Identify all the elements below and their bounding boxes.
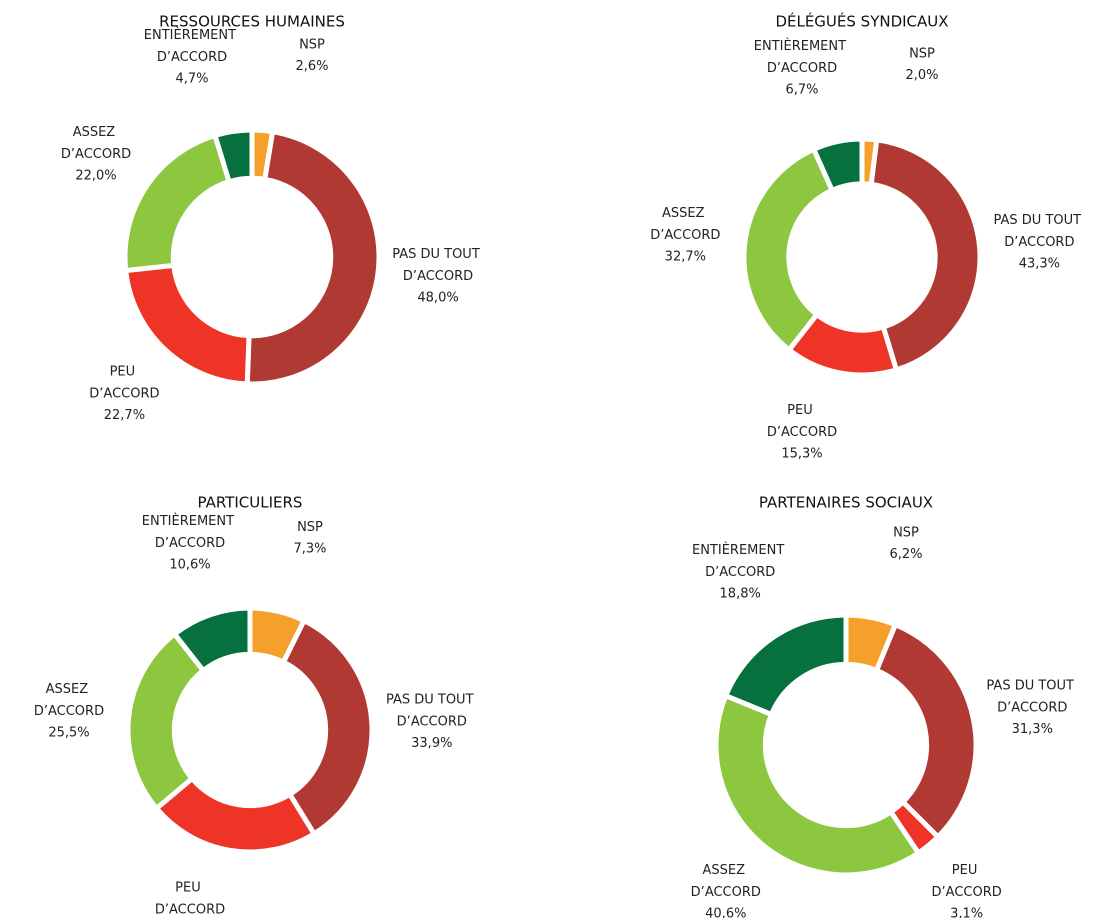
label-line: PAS DU TOUT — [986, 678, 1078, 693]
donut-slice — [125, 630, 207, 812]
label-line: D’ACCORD — [155, 902, 225, 917]
label-line: ENTIÈREMENT — [692, 542, 788, 558]
label-line: NSP — [893, 525, 919, 540]
label-line: D’ACCORD — [932, 884, 1002, 899]
slice-label: PEU D’ACCORD — [932, 862, 1002, 899]
chart-title: DÉLÉGUÉS SYNDICAUX — [775, 12, 948, 31]
slice-label: PAS DU TOUT D’ACCORD — [986, 678, 1078, 715]
label-line: ASSEZ — [73, 124, 120, 139]
slice-label: ASSEZ D’ACCORD — [34, 682, 104, 719]
value-label: 32,7% — [665, 250, 706, 265]
value-label: 48,0% — [417, 290, 458, 305]
label-line: PAS DU TOUT — [994, 212, 1086, 227]
slice-label: PAS DU TOUT D’ACCORD — [392, 246, 484, 283]
label-line: ENTIÈREMENT — [142, 512, 238, 528]
donut-slice — [244, 128, 382, 387]
value-label: 18,8% — [720, 587, 761, 602]
value-label: 10,6% — [169, 557, 210, 572]
value-label: 22,7% — [104, 408, 145, 423]
label-line: D’ACCORD — [705, 565, 775, 580]
donut-slice — [280, 617, 375, 838]
label-line: D’ACCORD — [1004, 234, 1074, 249]
slice-label: ASSEZ D’ACCORD — [650, 206, 720, 243]
donut-slice — [122, 262, 252, 387]
slice-label: ENTIÈREMENT D’ACCORD — [142, 512, 238, 550]
value-label: 25,5% — [48, 726, 89, 741]
value-label: 22,0% — [75, 168, 116, 183]
value-label: 40,6% — [705, 907, 746, 918]
label-line: ENTIÈREMENT — [754, 37, 850, 53]
slice-label: NSP — [893, 525, 919, 540]
value-label: 6,2% — [889, 547, 922, 562]
slice-label: NSP — [297, 519, 323, 534]
label-line: PEU — [175, 880, 205, 895]
chart-title: PARTICULIERS — [198, 494, 303, 512]
donut-slice — [868, 137, 983, 374]
label-line: D’ACCORD — [403, 268, 473, 283]
slice-label: PEU D’ACCORD — [767, 402, 837, 439]
value-label: 4,7% — [175, 72, 208, 87]
label-line: D’ACCORD — [61, 146, 131, 161]
label-line: ASSEZ — [702, 863, 749, 878]
label-line: PAS DU TOUT — [386, 692, 478, 707]
donut-slice — [873, 621, 979, 841]
slice-label: NSP — [299, 37, 325, 52]
donut-slice — [122, 132, 233, 274]
label-line: NSP — [909, 46, 935, 61]
slice-label: ENTIÈREMENT D’ACCORD — [144, 27, 240, 65]
donut-slice — [171, 605, 253, 675]
donut-slice — [741, 145, 836, 354]
label-line: D’ACCORD — [767, 60, 837, 75]
donut-slice — [810, 136, 865, 194]
label-line: ASSEZ — [46, 682, 93, 697]
label-line: D’ACCORD — [997, 700, 1067, 715]
donut-slice — [713, 692, 922, 878]
label-line: PEU — [110, 364, 140, 379]
label-line: D’ACCORD — [650, 228, 720, 243]
value-label: 33,9% — [411, 736, 452, 751]
label-line: D’ACCORD — [767, 424, 837, 439]
slice-label: ASSEZ D’ACCORD — [691, 863, 761, 900]
label-line: ASSEZ — [662, 206, 709, 221]
label-line: D’ACCORD — [691, 885, 761, 900]
slice-label: PAS DU TOUT D’ACCORD — [994, 212, 1086, 249]
chart-title: RESSOURCES HUMAINES — [159, 13, 345, 31]
slice-label: NSP — [909, 46, 935, 61]
label-line: D’ACCORD — [89, 386, 159, 401]
value-label: 2,6% — [295, 59, 328, 74]
label-line: ENTIÈREMENT — [144, 27, 240, 43]
slice-label: ENTIÈREMENT D’ACCORD — [754, 37, 850, 75]
slice-label: PAS DU TOUT D’ACCORD — [386, 692, 478, 729]
donut-slice — [722, 612, 849, 718]
value-label: 43,3% — [1019, 256, 1060, 271]
label-line: PAS DU TOUT — [392, 246, 484, 261]
label-line: PEU — [952, 862, 982, 877]
label-line: NSP — [299, 37, 325, 52]
label-line: D’ACCORD — [155, 535, 225, 550]
value-label: 31,3% — [1012, 722, 1053, 737]
label-line: D’ACCORD — [34, 704, 104, 719]
slice-label: PEU D’ACCORD — [155, 880, 225, 917]
value-label: 6,7% — [785, 82, 818, 97]
value-label: 2,0% — [905, 68, 938, 83]
label-line: NSP — [297, 519, 323, 534]
slice-label: ENTIÈREMENT D’ACCORD — [692, 542, 788, 580]
slice-label: ASSEZ D’ACCORD — [61, 124, 131, 161]
label-line: PEU — [787, 402, 817, 417]
value-label: 3,1% — [950, 906, 983, 918]
label-line: D’ACCORD — [397, 714, 467, 729]
donut-slice — [211, 127, 255, 185]
chart-title: PARTENAIRES SOCIAUX — [759, 494, 933, 512]
slice-label: PEU D’ACCORD — [89, 364, 159, 401]
label-line: D’ACCORD — [157, 50, 227, 65]
value-label: 15,3% — [781, 446, 822, 461]
value-label: 7,3% — [293, 541, 326, 556]
